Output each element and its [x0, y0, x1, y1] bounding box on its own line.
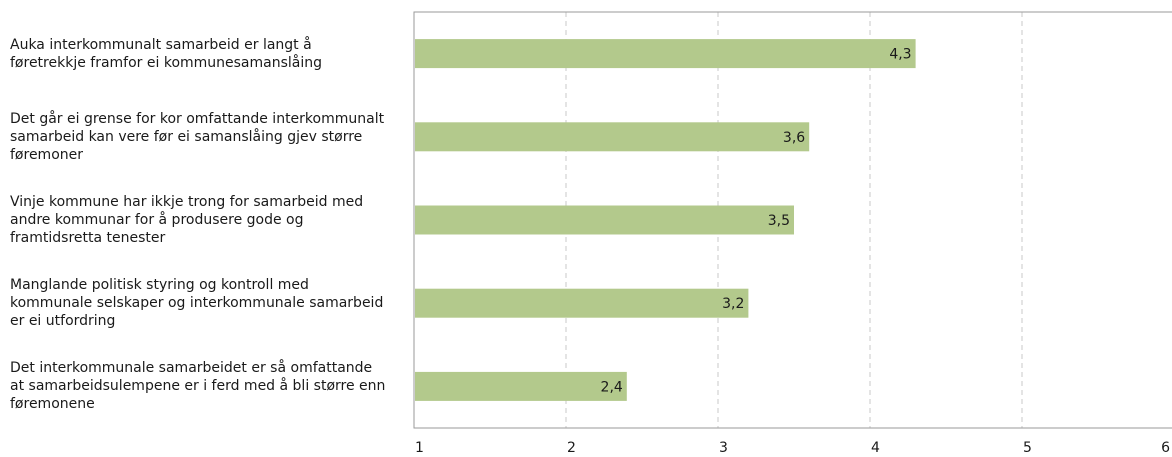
x-tick-label: 2 [567, 440, 576, 456]
bar [415, 39, 916, 69]
data-label: 4,3 [889, 47, 911, 63]
x-tick-label: 6 [1161, 440, 1170, 456]
data-label: 2,4 [601, 379, 623, 395]
category-label: Manglande politisk styring og kontroll m… [10, 277, 384, 330]
bar [415, 371, 627, 401]
x-tick-label: 5 [1023, 440, 1032, 456]
bar [415, 288, 749, 318]
data-label: 3,5 [768, 213, 790, 229]
category-label: Det interkommunale samarbeidet er så omf… [10, 360, 386, 413]
data-label: 3,2 [722, 296, 744, 312]
category-label: Vinje kommune har ikkje trong for samarb… [10, 194, 364, 246]
data-label: 3,6 [783, 130, 805, 146]
plot-area [413, 11, 1172, 429]
bar [415, 122, 810, 152]
x-tick-label: 4 [871, 440, 880, 456]
bar [415, 205, 794, 235]
x-tick-label: 3 [719, 440, 728, 456]
category-label: Auka interkommunalt samarbeid er langt å… [10, 36, 323, 71]
category-label: Det går ei grense for kor omfattande int… [10, 110, 385, 163]
x-tick-label: 1 [415, 440, 424, 456]
